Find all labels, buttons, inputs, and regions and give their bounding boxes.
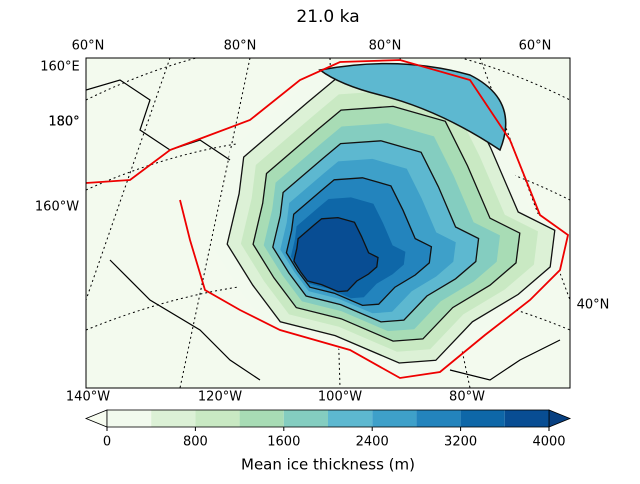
colorbar-segment [460, 410, 505, 427]
margin-outline [86, 59, 570, 379]
colorbar-segment [195, 410, 240, 427]
colorbar-extension [548, 409, 572, 428]
lat-label: 80°N [224, 39, 257, 54]
colorbar-segment [504, 410, 549, 427]
colorbar-tick-label: 4000 [532, 435, 565, 450]
colorbar-frame [106, 409, 550, 428]
lon-label: 160°W [35, 200, 79, 215]
colorbar-tick-label: 0 [103, 435, 111, 450]
lon-label: 180° [48, 115, 79, 130]
lon-label: 160°E [40, 60, 80, 75]
colorbar-segment [328, 410, 373, 427]
map [86, 58, 570, 388]
colorbar-segment [416, 410, 461, 427]
title: 21.0 ka [296, 7, 359, 27]
colorbar-label: Mean ice thickness (m) [241, 456, 415, 474]
coastline [86, 79, 561, 381]
colorbar-tick-label: 800 [183, 435, 208, 450]
lon-label: 80°W [449, 390, 485, 405]
lon-label: 100°W [318, 390, 362, 405]
map-frame [85, 57, 571, 389]
lat-label: 80°N [369, 39, 402, 54]
graticule [179, 58, 251, 388]
colorbar-segment [283, 410, 328, 427]
lat-label: 40°N [577, 298, 610, 313]
colorbar-segment [151, 410, 196, 427]
lat-label: 60°N [519, 39, 552, 54]
colorbar-extension [84, 409, 108, 428]
colorbar-segment [239, 410, 284, 427]
colorbar-tick-label: 1600 [267, 435, 300, 450]
graticule [86, 58, 570, 101]
colorbar-tick-label: 2400 [356, 435, 389, 450]
ice-cap [318, 62, 507, 152]
lat-label: 60°N [72, 39, 105, 54]
lon-label: 140°W [66, 390, 110, 405]
colorbar-segment [372, 410, 417, 427]
colorbar-tick-label: 3200 [444, 435, 477, 450]
graticule [86, 279, 570, 331]
ice-thickness-band [293, 216, 379, 293]
colorbar: 0 800 1600 2400 3200 4000 [84, 409, 572, 450]
lon-label: 120°W [198, 390, 242, 405]
colorbar-segment [107, 410, 152, 427]
lon-label: 180° [48, 115, 79, 130]
